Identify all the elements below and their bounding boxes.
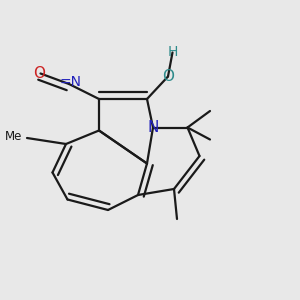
Text: H: H — [167, 46, 178, 59]
Text: N: N — [147, 120, 159, 135]
Text: =N: =N — [59, 76, 82, 89]
Text: O: O — [33, 66, 45, 81]
Text: Me: Me — [5, 130, 22, 143]
Text: O: O — [162, 69, 174, 84]
